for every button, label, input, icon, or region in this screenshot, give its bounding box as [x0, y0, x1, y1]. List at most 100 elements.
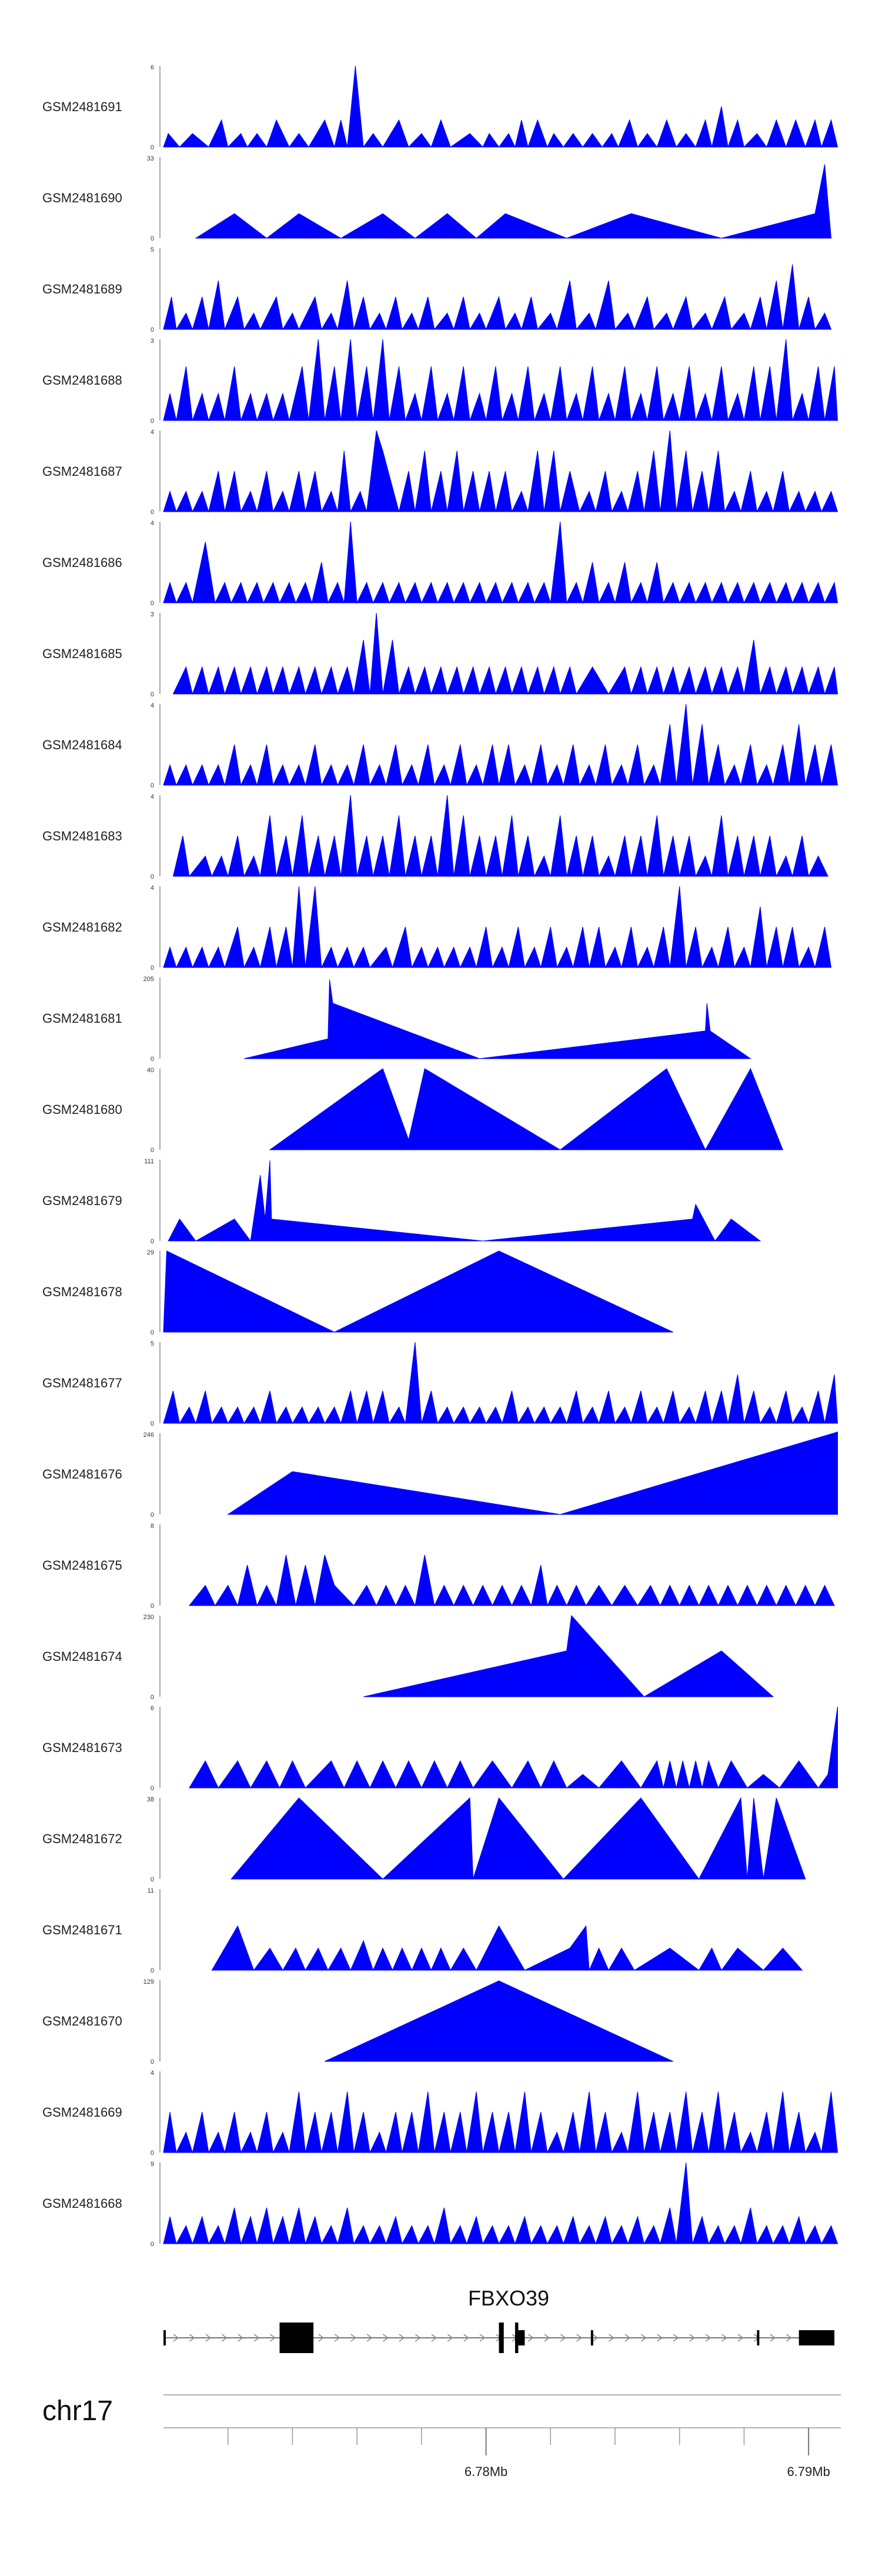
y-tick-label-max: 40: [147, 1067, 154, 1074]
y-tick-label-zero: 0: [151, 1603, 154, 1610]
y-tick-label-max: 129: [143, 1978, 154, 1986]
coverage-area: [188, 1554, 835, 1607]
coverage-area: [269, 1067, 784, 1151]
strand-arrow: [770, 2334, 776, 2342]
coverage-area: [172, 612, 838, 695]
coverage-area: [163, 1342, 838, 1424]
genome-axis: 6.78Mb 6.79Mb: [163, 2394, 841, 2479]
y-tick-label-zero: 0: [151, 873, 154, 880]
strand-arrow: [431, 2334, 437, 2342]
y-tick-label-max: 205: [143, 976, 154, 983]
track-GSM2481674: GSM2481674 230 0: [42, 1614, 774, 1701]
track-GSM2481681: GSM2481681 205 0: [42, 976, 752, 1063]
y-tick-label-max: 3: [151, 611, 154, 618]
track-GSM2481684: GSM2481684 4 0: [42, 702, 838, 789]
track-GSM2481672: GSM2481672 38 0: [42, 1796, 806, 1883]
y-tick-label-max: 29: [147, 1249, 154, 1256]
strand-arrow: [350, 2334, 356, 2342]
strand-arrow: [238, 2334, 243, 2342]
strand-arrow: [334, 2334, 340, 2342]
track-GSM2481683: GSM2481683 4 0: [42, 793, 828, 880]
track-label: GSM2481678: [42, 1284, 122, 1299]
y-tick-label-max: 11: [148, 1887, 154, 1894]
coverage-area: [163, 430, 838, 513]
y-tick-label-max: 4: [151, 520, 154, 527]
exon-utr: [163, 2330, 166, 2345]
y-tick-label-max: 6: [151, 1705, 154, 1712]
track-label: GSM2481673: [42, 1740, 122, 1755]
coverage-area: [230, 1797, 806, 1880]
track-GSM2481670: GSM2481670 129 0: [42, 1978, 673, 2066]
track-GSM2481673: GSM2481673 6 0: [42, 1705, 838, 1792]
strand-arrow: [189, 2334, 195, 2342]
gene-model-track: FBXO39: [163, 2286, 835, 2353]
y-tick-label-zero: 0: [151, 2241, 154, 2248]
y-tick-label-zero: 0: [151, 326, 154, 333]
track-label: GSM2481684: [42, 738, 122, 752]
coverage-area: [172, 795, 828, 877]
track-GSM2481685: GSM2481685 3 0: [42, 611, 838, 698]
track-GSM2481671: GSM2481671 11 0: [42, 1887, 803, 1974]
track-GSM2481686: GSM2481686 4 0: [42, 520, 838, 607]
y-tick-label-max: 4: [151, 793, 154, 800]
track-GSM2481675: GSM2481675 8 0: [42, 1523, 835, 1610]
y-tick-label-max: 8: [151, 1523, 154, 1530]
track-label: GSM2481670: [42, 2014, 122, 2028]
coverage-area: [211, 1925, 803, 1971]
coverage-area: [195, 164, 832, 239]
coverage-area: [163, 703, 838, 786]
strand-arrow: [318, 2334, 325, 2342]
y-tick-label-zero: 0: [151, 782, 154, 789]
y-tick-label-zero: 0: [151, 235, 154, 242]
track-GSM2481669: GSM2481669 4 0: [42, 2070, 838, 2157]
coverage-area: [363, 1614, 774, 1697]
strand-arrow: [366, 2334, 373, 2342]
coverage-area: [243, 979, 752, 1059]
gene-model: [163, 2323, 835, 2353]
strand-arrow: [560, 2334, 566, 2342]
exon-utr: [757, 2330, 760, 2345]
y-tick-label-zero: 0: [151, 1056, 154, 1063]
strand-arrow: [221, 2334, 228, 2342]
strand-arrow: [657, 2334, 663, 2342]
y-tick-label-max: 230: [143, 1614, 154, 1621]
y-tick-label-zero: 0: [151, 1967, 154, 1974]
track-label: GSM2481683: [42, 829, 122, 843]
strand-arrow: [383, 2334, 389, 2342]
strand-arrow: [270, 2334, 276, 2342]
x-tick-label: 6.79Mb: [787, 2464, 830, 2479]
y-tick-label-zero: 0: [151, 2058, 154, 2066]
track-label: GSM2481689: [42, 282, 122, 296]
coverage-area: [163, 521, 838, 604]
coverage-area: [163, 2091, 838, 2154]
strand-arrow: [447, 2334, 453, 2342]
track-label: GSM2481685: [42, 646, 122, 661]
coverage-tracks: GSM248169160GSM2481690330GSM248168950GSM…: [42, 64, 838, 2248]
track-label: GSM2481691: [42, 99, 122, 114]
strand-arrow: [786, 2334, 792, 2342]
y-tick-label-max: 33: [147, 155, 154, 162]
y-tick-label-max: 5: [151, 1340, 154, 1347]
strand-arrow: [253, 2334, 260, 2342]
exon-utr: [799, 2330, 835, 2345]
track-GSM2481676: GSM2481676 246 0: [42, 1432, 838, 1519]
strand-arrow: [737, 2334, 744, 2342]
track-label: GSM2481675: [42, 1558, 122, 1573]
exon-cds: [499, 2323, 504, 2353]
exon-utr: [590, 2330, 593, 2345]
gene-name-label: FBXO39: [468, 2286, 549, 2310]
coverage-area: [163, 886, 832, 969]
y-tick-label-max: 246: [143, 1432, 154, 1439]
track-GSM2481682: GSM2481682 4 0: [42, 885, 832, 972]
y-tick-label-zero: 0: [151, 1238, 154, 1245]
track-label: GSM2481687: [42, 464, 122, 479]
y-tick-label-zero: 0: [151, 2150, 154, 2157]
x-tick-label: 6.78Mb: [465, 2464, 507, 2479]
track-label: GSM2481672: [42, 1831, 122, 1846]
y-tick-label-zero: 0: [151, 1785, 154, 1792]
y-tick-label-max: 4: [151, 702, 154, 709]
track-label: GSM2481669: [42, 2105, 122, 2120]
coverage-area: [163, 339, 838, 422]
strand-arrow: [576, 2334, 582, 2342]
